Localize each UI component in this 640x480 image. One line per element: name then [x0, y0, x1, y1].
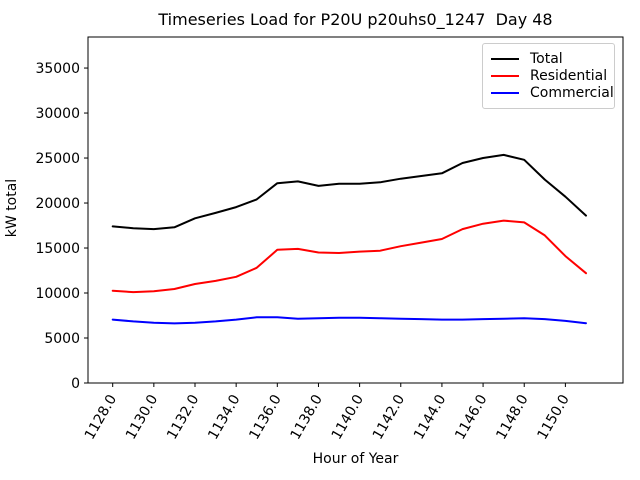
series-line-residential — [111, 219, 587, 294]
legend-line-swatch-commercial — [491, 92, 519, 95]
x-tick-label: 1130.0 — [123, 392, 161, 442]
x-tick-label: 1138.0 — [288, 392, 326, 442]
legend: Total Residential Commercial — [482, 43, 615, 109]
x-tick-label: 1128.0 — [82, 392, 120, 442]
x-tick-label: 1142.0 — [370, 392, 408, 442]
legend-label: Commercial — [530, 85, 614, 102]
legend-line-swatch-total — [491, 57, 519, 60]
legend-entry-total: Total — [489, 50, 606, 67]
y-tick-label: 5000 — [44, 331, 80, 347]
legend-label: Residential — [530, 67, 608, 84]
axes-frame — [87, 36, 624, 384]
legend-entry-residential: Residential — [489, 67, 608, 84]
chart-title: Timeseries Load for P20U p20uhs0_1247 Da… — [158, 10, 553, 29]
x-tick-label: 1146.0 — [452, 392, 490, 442]
y-tick-label: 35000 — [35, 61, 80, 77]
x-tick-label: 1132.0 — [164, 392, 202, 442]
y-tick-label: 10000 — [35, 286, 80, 302]
x-tick-label: 1134.0 — [205, 392, 243, 442]
legend-label: Total — [530, 50, 563, 67]
x-tick-label: 1136.0 — [246, 392, 284, 442]
x-tick-label: 1150.0 — [534, 392, 572, 442]
x-axis-label: Hour of Year — [312, 451, 399, 467]
y-tick-label: 20000 — [35, 196, 80, 212]
series-line-commercial — [111, 316, 587, 325]
y-tick-label: 30000 — [35, 106, 80, 122]
legend-entry-commercial: Commercial — [489, 85, 614, 102]
y-tick-label: 15000 — [35, 241, 80, 257]
x-tick-label: 1140.0 — [329, 392, 367, 442]
y-tick-label: 0 — [71, 376, 80, 392]
legend-line-swatch-residential — [491, 74, 519, 77]
x-tick-label: 1144.0 — [411, 392, 449, 442]
x-tick-label: 1148.0 — [493, 392, 531, 442]
y-tick-label: 25000 — [35, 151, 80, 167]
series-line-total — [111, 153, 587, 231]
